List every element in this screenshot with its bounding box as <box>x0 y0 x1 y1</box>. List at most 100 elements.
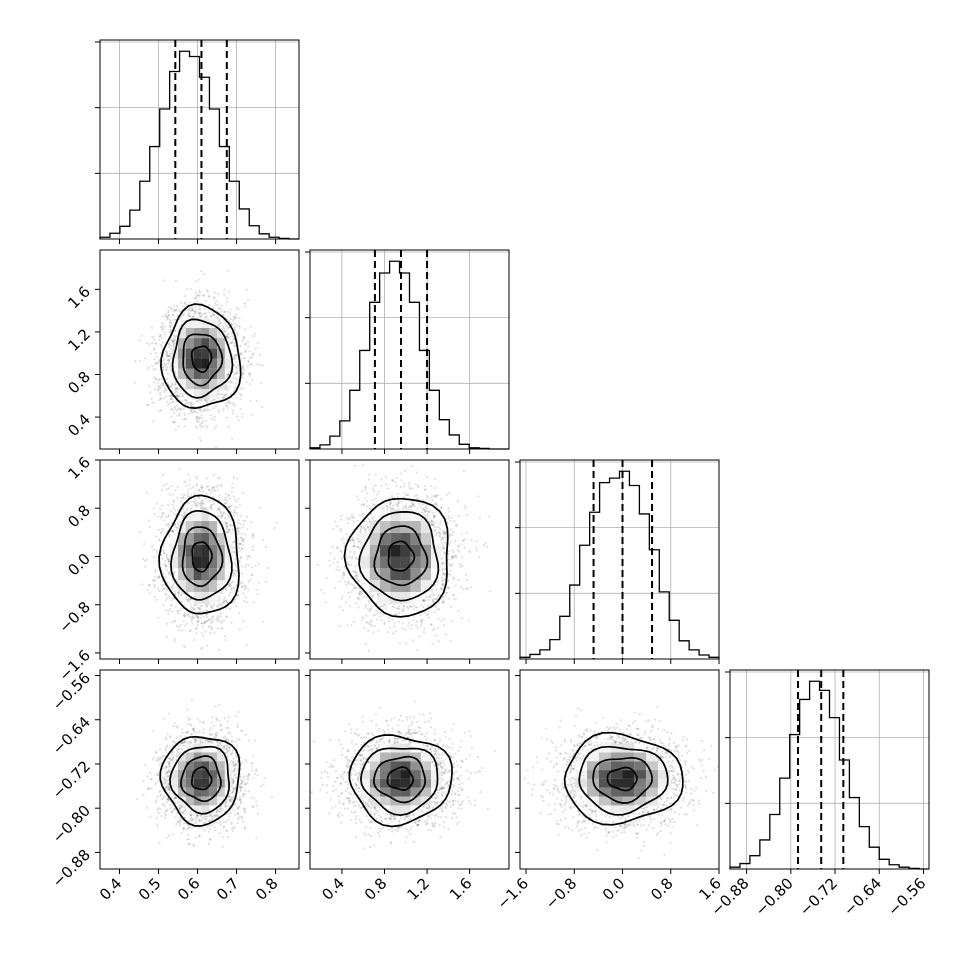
scatter-point <box>173 721 176 725</box>
scatter-point <box>208 820 211 823</box>
scatter-point <box>456 500 459 503</box>
scatter-point <box>251 545 254 548</box>
scatter-point <box>188 842 191 845</box>
scatter-point <box>228 325 231 329</box>
scatter-point <box>241 526 244 529</box>
scatter-point <box>356 597 360 600</box>
scatter-point <box>420 732 423 736</box>
scatter-point <box>212 474 215 477</box>
scatter-point <box>234 773 237 776</box>
scatter-point <box>173 592 176 595</box>
scatter-point <box>429 593 432 597</box>
scatter-point <box>359 766 362 769</box>
density-cell <box>178 796 186 806</box>
scatter-point <box>384 817 387 820</box>
scatter-point <box>238 504 241 507</box>
scatter-point <box>362 503 365 506</box>
scatter-point <box>365 802 368 805</box>
scatter-point <box>237 308 240 311</box>
scatter-point <box>166 774 169 777</box>
scatter-point <box>345 763 348 766</box>
scatter-point <box>212 307 215 310</box>
scatter-point <box>171 395 174 398</box>
scatter-point <box>177 743 180 747</box>
scatter-point <box>238 628 241 631</box>
scatter-point <box>200 426 203 429</box>
scatter-point <box>452 530 455 533</box>
scatter-point <box>169 735 172 738</box>
density-cell <box>380 778 391 788</box>
scatter-point <box>434 749 437 752</box>
scatter-point <box>180 497 183 500</box>
contour-level-0 <box>387 540 416 572</box>
scatter-point <box>363 831 366 834</box>
scatter-point <box>442 618 446 621</box>
scatter-point <box>162 797 165 800</box>
scatter-point <box>197 416 200 419</box>
scatter-point <box>403 469 407 473</box>
scatter-point <box>594 809 597 812</box>
scatter-point <box>347 563 351 566</box>
scatter-point <box>326 775 330 778</box>
scatter-point <box>223 502 226 505</box>
scatter-point <box>199 424 202 427</box>
scatter-point <box>145 558 148 561</box>
scatter-point <box>451 594 454 597</box>
contour-level-3 <box>343 497 449 618</box>
scatter-point <box>376 831 380 834</box>
scatter-point <box>433 753 437 756</box>
hist-0-steps <box>99 50 299 240</box>
scatter-point <box>198 738 202 741</box>
scatter-point <box>376 747 379 750</box>
scatter-point <box>389 817 392 821</box>
scatter-point <box>442 745 445 748</box>
scatter-point <box>366 492 369 495</box>
density-cell <box>369 752 381 762</box>
scatter-point <box>241 585 244 589</box>
scatter-point <box>227 373 230 376</box>
scatter-point <box>144 559 147 562</box>
scatter-point <box>249 363 252 366</box>
density-cell <box>201 761 210 771</box>
scatter-point <box>345 583 348 586</box>
scatter-point <box>190 616 193 619</box>
scatter-point <box>167 515 170 518</box>
scatter-point <box>425 745 428 748</box>
scatter-point <box>229 317 233 321</box>
scatter-point <box>167 594 170 598</box>
scatter-point <box>247 554 251 558</box>
scatter-point <box>168 571 171 574</box>
scatter-point <box>359 754 362 758</box>
scatter-point <box>358 818 361 821</box>
density-cell <box>178 544 186 557</box>
scatter-point <box>174 605 177 608</box>
scatter-point <box>171 529 174 533</box>
scatter-point <box>578 757 582 760</box>
scatter-point <box>444 536 447 539</box>
scatter-point <box>227 515 230 518</box>
scatter-point <box>358 593 361 596</box>
scatter-point <box>201 313 204 316</box>
scatter-point <box>442 531 445 535</box>
scatter-point <box>168 493 171 496</box>
scatter-point <box>236 723 239 726</box>
scatter-point <box>160 488 163 491</box>
scatter-point <box>347 749 350 752</box>
scatter-point <box>211 816 214 819</box>
scatter-point <box>198 314 201 318</box>
scatter-point <box>608 736 611 740</box>
scatter-point <box>433 823 436 826</box>
scatter-point <box>159 351 162 354</box>
scatter-point <box>183 412 186 415</box>
scatter-point <box>160 382 164 385</box>
scatter-point <box>175 394 178 397</box>
scatter-point <box>339 527 342 531</box>
scatter-point <box>178 819 182 822</box>
scatter-point <box>435 801 438 804</box>
scatter-point <box>174 342 177 345</box>
scatter-point <box>368 806 371 809</box>
scatter-point <box>437 764 440 767</box>
scatter-point <box>229 321 232 325</box>
scatter-point <box>155 823 159 826</box>
scatter-point <box>237 521 240 525</box>
